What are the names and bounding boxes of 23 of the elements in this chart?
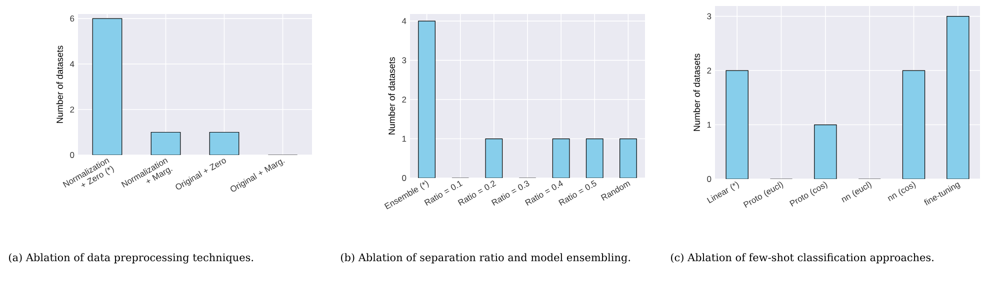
- y-tick-label: 4: [402, 18, 406, 24]
- y-tick-label: 6: [70, 16, 74, 22]
- bar: [726, 70, 748, 179]
- y-tick-label: 2: [402, 96, 406, 102]
- bar: [814, 124, 837, 179]
- text: (b) Ablation of separation ratio and model ensembling.: [341, 253, 630, 264]
- y-tick-label: 0: [70, 152, 74, 158]
- text: (a) Ablation of data preprocessing techniques.: [9, 253, 254, 264]
- y-tick-label: 1: [707, 122, 712, 128]
- bar: [946, 16, 970, 179]
- y-axis-title: Number of datasets: [56, 46, 63, 123]
- y-tick-label: 3: [402, 57, 406, 64]
- y-tick-label: 3: [707, 13, 712, 20]
- y-tick-label: 0: [707, 176, 712, 182]
- text: (c) Ablation of few-shot classification approaches.: [671, 253, 934, 264]
- y-tick-label: 2: [70, 106, 74, 112]
- y-axis-title: Number of datasets: [388, 57, 395, 134]
- bar: [902, 70, 926, 179]
- y-tick-label: 1: [402, 136, 406, 142]
- y-tick-label: 2: [707, 68, 712, 74]
- y-axis-title: Number of datasets: [693, 54, 700, 131]
- y-tick-label: 0: [402, 175, 406, 181]
- y-tick-label: 4: [70, 61, 74, 67]
